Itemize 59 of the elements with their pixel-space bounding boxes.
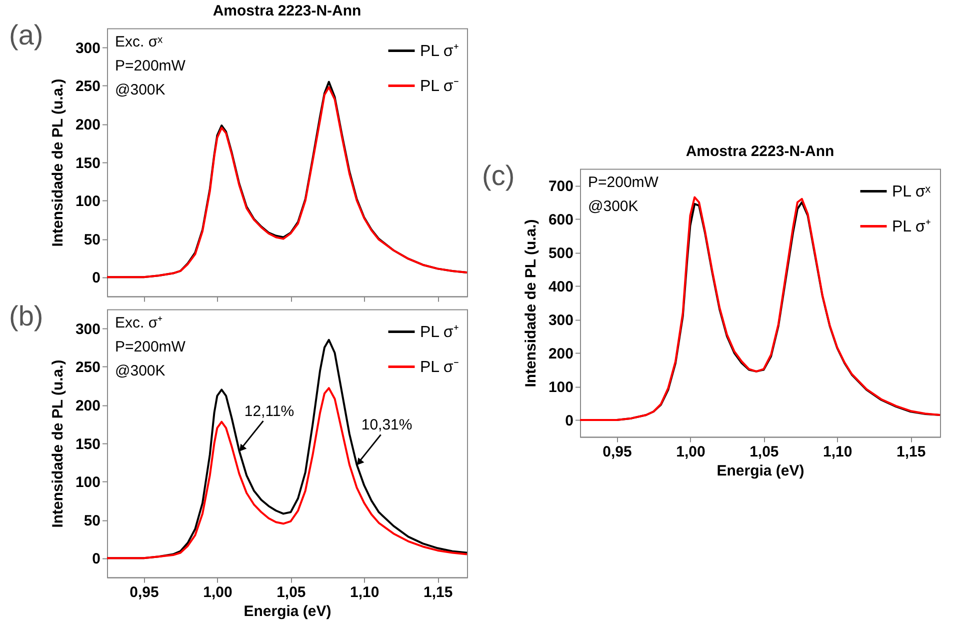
y-tick-label: 50 [84, 231, 100, 248]
y-tick-label: 300 [75, 320, 100, 338]
y-tick-label: 200 [75, 116, 100, 134]
x-axis-title: Energia (eV) [244, 602, 332, 620]
x-axis-title: Energia (eV) [716, 462, 804, 480]
annotation: P=200mW [115, 57, 186, 74]
y-tick-label: 0 [565, 412, 574, 430]
legend-label: PL σ⁻ [420, 358, 458, 376]
y-tick-label: 600 [548, 212, 574, 228]
x-tick-label: 1,15 [424, 584, 453, 601]
x-tick-label: 1,00 [203, 584, 232, 601]
text: (c) [482, 160, 515, 191]
legend-label: PL σˣ [892, 183, 932, 200]
legend-label: PL σ⁻ [420, 78, 458, 95]
y-tick-label: 200 [548, 346, 574, 362]
x-tick-label: 1,05 [276, 584, 306, 601]
x-tick-label: 1,10 [350, 584, 380, 601]
y-axis-title: Intensidade de PL (u.a.) [49, 360, 66, 528]
annotation: @300K [588, 198, 638, 215]
x-tick-label: 1,15 [896, 443, 926, 460]
annotation: 10,31% [361, 416, 412, 434]
text: (a) [9, 19, 44, 50]
y-tick-label: 300 [548, 312, 574, 329]
y-tick-label: 250 [75, 78, 100, 96]
x-tick-label: 0,95 [602, 443, 632, 460]
x-tick-label: 1,00 [676, 443, 706, 460]
legend-label: PL σ⁺ [420, 42, 458, 60]
y-tick-label: 0 [92, 270, 100, 287]
chart-title: Amostra 2223-N-Ann [686, 142, 834, 160]
y-tick-label: 100 [548, 379, 574, 396]
y-tick-label: 200 [75, 397, 100, 414]
text: (b) [9, 300, 44, 332]
y-axis-title: Intensidade de PL (u.a.) [522, 219, 540, 388]
x-tick-label: 0,95 [130, 584, 159, 601]
y-tick-label: 700 [548, 178, 574, 195]
y-tick-label: 150 [75, 154, 100, 172]
legend-label: PL σ⁺ [420, 324, 458, 341]
y-tick-label: 50 [84, 512, 100, 530]
y-tick-label: 150 [75, 436, 100, 453]
y-tick-label: 100 [75, 193, 100, 210]
annotation: 12,11% [244, 402, 294, 420]
y-tick-label: 300 [75, 40, 100, 57]
line-series [106, 387, 468, 560]
y-tick-label: 250 [75, 359, 100, 376]
y-tick-label: 0 [92, 550, 100, 568]
annotation: P=200mW [588, 174, 660, 191]
annotation: Exc. σ⁺ [115, 314, 163, 332]
y-tick-label: 500 [548, 245, 574, 262]
annotation: P=200mW [115, 338, 186, 356]
x-tick-label: 1,10 [823, 443, 852, 460]
legend-label: PL σ⁺ [892, 218, 930, 236]
y-tick-label: 100 [75, 474, 100, 492]
chart-title: Amostra 2223-N-Ann [212, 2, 362, 20]
annotation: @300K [115, 362, 166, 380]
annotation: Exc. σˣ [115, 33, 163, 50]
x-tick-label: 1,05 [750, 443, 779, 460]
y-tick-label: 400 [548, 278, 574, 296]
y-axis-title: Intensidade de PL (u.a.) [49, 78, 66, 247]
annotation: @300K [115, 81, 166, 98]
